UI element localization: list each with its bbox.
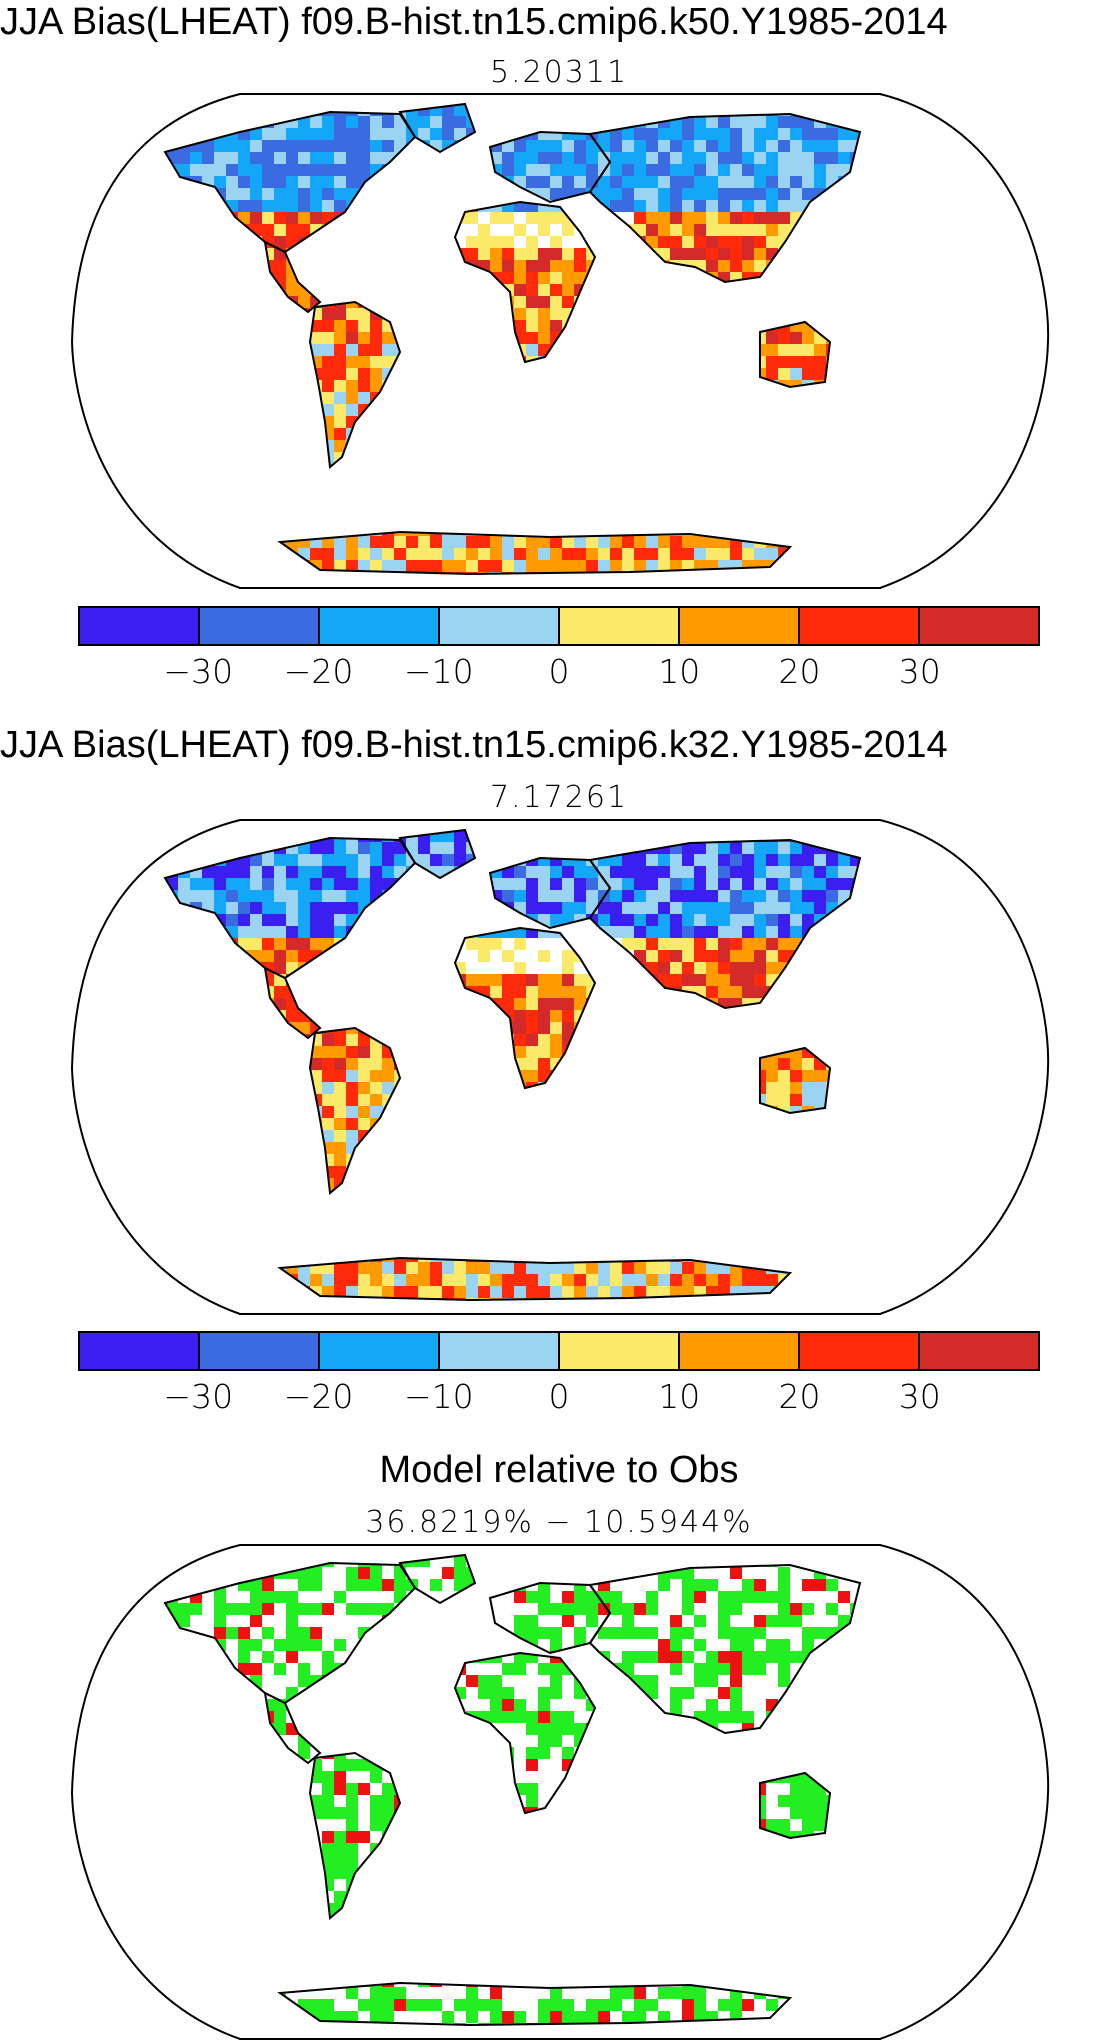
samerica-coastline: [308, 300, 402, 469]
colorbar-segment: [200, 608, 320, 644]
antarctica-coastline: [277, 1981, 793, 2027]
panel1-title: JJA Bias(LHEAT) f09.B-hist.tn15.cmip6.k5…: [0, 1, 948, 43]
asia-coastline: [588, 1563, 862, 1735]
land-field: [165, 1555, 860, 2025]
colorbar-tick-label: −20: [283, 652, 354, 691]
colorbar-tick-label: −30: [163, 652, 234, 691]
panel2-map: [70, 819, 1050, 1315]
map-border: [70, 819, 1050, 1315]
greenland-coastline: [398, 1553, 477, 1605]
colorbar-segment: [560, 1333, 680, 1369]
colorbar-segment: [680, 608, 800, 644]
australia-coastline: [759, 320, 832, 389]
colorbar-tick-label: −10: [403, 1377, 474, 1416]
namerica-coastline: [163, 836, 417, 980]
map-border: [70, 1544, 1050, 2040]
panel2-title: JJA Bias(LHEAT) f09.B-hist.tn15.cmip6.k3…: [0, 724, 948, 766]
colorbar-tick-label: 0: [548, 1377, 570, 1416]
colorbar-segment: [560, 608, 680, 644]
panel3-map: [70, 1544, 1050, 2040]
colorbar-segment: [800, 1333, 920, 1369]
australia-coastline: [759, 1771, 832, 1840]
panel3-title: Model relative to Obs: [379, 1449, 739, 1491]
africa-coastline: [453, 926, 597, 1090]
colorbar-segment: [80, 1333, 200, 1369]
map-border: [70, 93, 1050, 589]
panel1-map: [70, 93, 1050, 589]
land-field: [165, 830, 860, 1300]
australia-coastline: [759, 1046, 832, 1115]
colorbar-tick-label: −20: [283, 1377, 354, 1416]
asia-coastline: [588, 112, 862, 284]
colorbar-segment: [920, 608, 1038, 644]
colorbar-segment: [320, 608, 440, 644]
panel1-colorbar: [78, 606, 1040, 646]
colorbar-segment: [680, 1333, 800, 1369]
namerica-coastline: [163, 1561, 417, 1705]
colorbar-tick-label: 20: [778, 652, 821, 691]
colorbar-tick-label: 10: [658, 652, 701, 691]
colorbar-segment: [320, 1333, 440, 1369]
colorbar-segment: [800, 608, 920, 644]
colorbar-tick-label: 20: [778, 1377, 821, 1416]
colorbar-tick-label: 10: [658, 1377, 701, 1416]
colorbar-segment: [440, 1333, 560, 1369]
panel2-colorbar: [78, 1331, 1040, 1371]
colorbar-segment: [440, 608, 560, 644]
colorbar-tick-label: −30: [163, 1377, 234, 1416]
colorbar-tick-label: 30: [898, 652, 941, 691]
colorbar-tick-label: −10: [403, 652, 474, 691]
samerica-coastline: [308, 1751, 402, 1920]
panel2-colorbar-ticks: −30 −20 −10 0 10 20 30: [78, 1377, 1040, 1417]
panel2-rmse: 7.17261: [489, 780, 629, 815]
asia-coastline: [588, 838, 862, 1010]
land-field: [165, 104, 860, 574]
panel3-percentages: 36.8219% − 10.5944%: [365, 1505, 753, 1540]
greenland-coastline: [398, 102, 477, 154]
samerica-coastline: [308, 1026, 402, 1195]
africa-coastline: [453, 200, 597, 364]
africa-coastline: [453, 1651, 597, 1815]
greenland-coastline: [398, 828, 477, 880]
antarctica-coastline: [277, 1256, 793, 1302]
antarctica-coastline: [277, 530, 793, 576]
namerica-coastline: [163, 110, 417, 254]
colorbar-segment: [200, 1333, 320, 1369]
colorbar-tick-label: 0: [548, 652, 570, 691]
colorbar-segment: [80, 608, 200, 644]
panel1-colorbar-ticks: −30 −20 −10 0 10 20 30: [78, 652, 1040, 692]
colorbar-segment: [920, 1333, 1038, 1369]
colorbar-tick-label: 30: [898, 1377, 941, 1416]
panel1-rmse: 5.20311: [489, 55, 629, 90]
